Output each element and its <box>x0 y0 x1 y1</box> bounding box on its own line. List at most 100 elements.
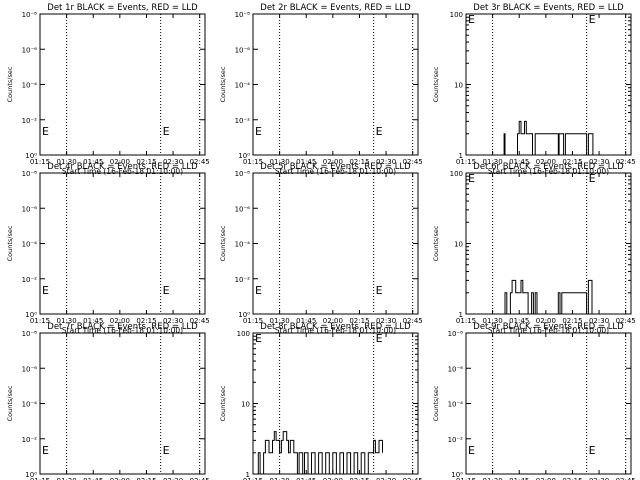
y-axis-label: Counts/sec <box>219 225 227 261</box>
x-tick-label: 02:00 <box>110 158 130 166</box>
panel-det-2: Det 2r BLACK = Events, RED = LLD Counts/s… <box>219 3 423 176</box>
y-tick-label: 10⁻⁶ <box>448 365 464 373</box>
y-tick-label: 10⁰ <box>238 152 250 160</box>
x-tick-label: 02:00 <box>536 477 556 480</box>
event-marker: E <box>255 332 262 345</box>
x-tick-label: 02:30 <box>376 477 396 480</box>
y-axis-label: Counts/sec <box>432 225 440 261</box>
y-tick-label: 10⁰ <box>25 471 37 479</box>
x-axis-label: Start Time (16-Feb-18 01:10:00) <box>62 326 183 335</box>
y-tick-label: 1 <box>246 471 250 479</box>
plot-frame <box>39 13 206 156</box>
panel-det-6: Det 6r BLACK = Events, RED = LLD Counts/s… <box>432 162 636 335</box>
x-tick-label: 02:00 <box>110 317 130 325</box>
panel-title: Det 7r BLACK = Events, RED = LLD <box>47 322 198 332</box>
y-tick-label: 10⁻⁴ <box>22 82 38 90</box>
y-tick-label: 10⁻⁴ <box>235 82 251 90</box>
x-tick-label: 02:00 <box>323 477 343 480</box>
y-tick-label: 10⁰ <box>451 471 463 479</box>
y-tick-label: 10⁻⁶ <box>22 205 38 213</box>
x-tick-label: 02:30 <box>589 477 609 480</box>
event-marker: E <box>163 284 170 297</box>
y-axis-label: Counts/sec <box>219 385 227 421</box>
panel-title: Det 3r BLACK = Events, RED = LLD <box>473 3 624 13</box>
x-tick-label: 01:30 <box>483 317 503 325</box>
event-marker: E <box>42 284 49 297</box>
x-tick-label: 01:45 <box>509 477 529 480</box>
y-axis-label: Counts/sec <box>219 66 227 102</box>
panel-title: Det 9r BLACK = Events, RED = LLD <box>473 322 624 332</box>
panel-title: Det 2r BLACK = Events, RED = LLD <box>260 3 411 13</box>
plot-frame <box>252 172 419 315</box>
y-tick-label: 100 <box>237 330 250 338</box>
y-tick-label: 10⁻⁴ <box>448 401 464 409</box>
y-tick-label: 10⁻² <box>22 436 38 444</box>
x-tick-label: 01:15 <box>243 158 263 166</box>
x-tick-label: 01:15 <box>30 317 50 325</box>
x-tick-label: 02:45 <box>616 477 636 480</box>
y-tick-label: 10⁻⁶ <box>235 46 251 54</box>
x-axis-label: Start Time (16-Feb-18 01:10:00) <box>275 167 396 176</box>
event-series <box>501 120 594 156</box>
x-tick-label: 01:30 <box>483 158 503 166</box>
x-tick-label: 01:45 <box>296 158 316 166</box>
x-axis-label: Start Time (16-Feb-18 01:10:00) <box>275 326 396 335</box>
event-marker: E <box>589 13 596 26</box>
y-tick-label: 1 <box>459 311 463 319</box>
panel-det-7: Det 7r BLACK = Events, RED = LLD Counts/s… <box>6 322 210 480</box>
plot-frame <box>252 332 419 475</box>
y-axis-label: Counts/sec <box>432 66 440 102</box>
x-tick-label: 02:30 <box>163 477 183 480</box>
x-tick-label: 02:45 <box>403 477 423 480</box>
x-tick-label: 01:30 <box>270 158 290 166</box>
event-marker: E <box>255 125 262 138</box>
y-tick-label: 10⁻⁴ <box>22 241 38 249</box>
y-tick-label: 10⁰ <box>238 311 250 319</box>
y-tick-label: 10⁻⁸ <box>235 170 251 178</box>
x-tick-label: 01:45 <box>83 317 103 325</box>
y-tick-label: 10⁻⁸ <box>22 330 38 338</box>
y-tick-label: 10⁻⁸ <box>22 170 38 178</box>
x-tick-label: 01:30 <box>270 477 290 480</box>
x-tick-label: 02:15 <box>136 158 156 166</box>
x-tick-label: 01:30 <box>57 477 77 480</box>
event-marker: E <box>255 284 262 297</box>
panel-title: Det 6r BLACK = Events, RED = LLD <box>473 162 624 172</box>
x-tick-label: 02:15 <box>349 477 369 480</box>
panel-det-5: Det 5r BLACK = Events, RED = LLD Counts/s… <box>219 162 423 335</box>
x-tick-label: 02:15 <box>136 477 156 480</box>
x-tick-label: 02:45 <box>190 317 210 325</box>
y-tick-label: 10⁻⁴ <box>22 401 38 409</box>
x-tick-label: 01:30 <box>483 477 503 480</box>
x-tick-label: 01:15 <box>456 158 476 166</box>
event-marker: E <box>376 332 383 345</box>
x-tick-label: 02:45 <box>190 477 210 480</box>
plot-frame <box>252 13 419 156</box>
y-axis-label: Counts/sec <box>432 385 440 421</box>
x-tick-label: 01:15 <box>456 317 476 325</box>
y-tick-label: 10⁻² <box>235 117 251 125</box>
x-tick-label: 02:45 <box>403 317 423 325</box>
y-tick-label: 10⁻⁶ <box>22 365 38 373</box>
y-tick-label: 10 <box>241 401 250 409</box>
panel-det-4: Det 4r BLACK = Events, RED = LLD Counts/s… <box>6 162 210 335</box>
event-marker: E <box>42 125 49 138</box>
x-tick-label: 02:15 <box>349 158 369 166</box>
event-series <box>253 431 383 475</box>
x-tick-label: 02:00 <box>323 317 343 325</box>
panel-title: Det 4r BLACK = Events, RED = LLD <box>47 162 198 172</box>
y-axis-label: Counts/sec <box>6 225 14 261</box>
x-tick-label: 01:30 <box>57 317 77 325</box>
x-tick-label: 02:30 <box>589 317 609 325</box>
plot-frame <box>465 13 632 156</box>
y-tick-label: 10⁻⁸ <box>235 11 251 19</box>
x-tick-label: 01:15 <box>30 158 50 166</box>
event-marker: E <box>163 444 170 457</box>
y-tick-label: 100 <box>450 170 463 178</box>
x-tick-label: 02:00 <box>536 158 556 166</box>
plot-frame <box>465 332 632 475</box>
x-tick-label: 01:30 <box>270 317 290 325</box>
event-marker: E <box>376 125 383 138</box>
x-tick-label: 01:15 <box>456 477 476 480</box>
